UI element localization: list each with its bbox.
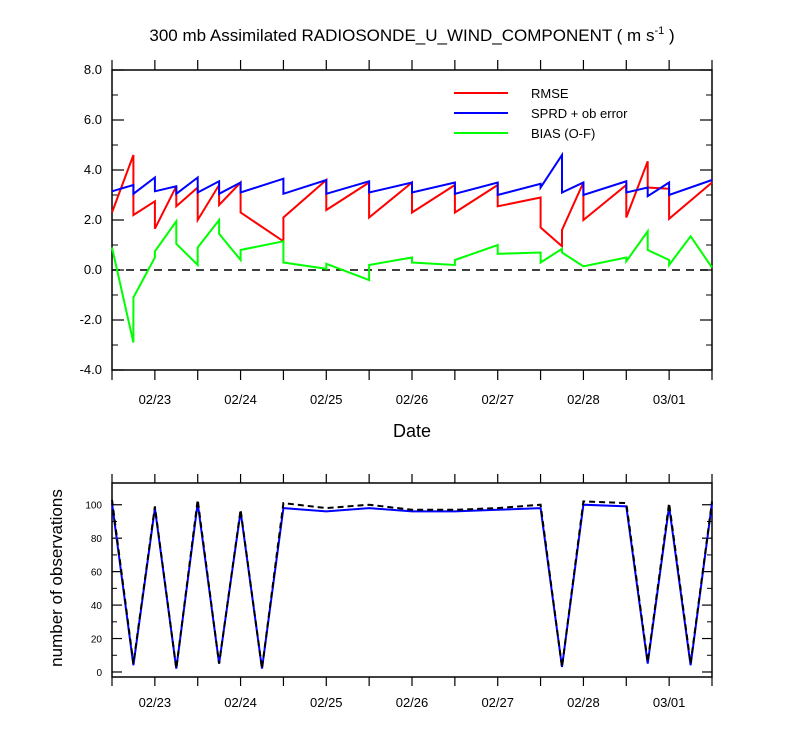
x-tick-label: 02/26: [396, 392, 429, 407]
bottom-series-lines: [111, 499, 713, 669]
x-tick-label: 02/25: [310, 695, 343, 710]
series-line-bias: [111, 217, 713, 343]
rmse-bias-chart: 300 mb Assimilated RADIOSONDE_U_WIND_COM…: [80, 25, 713, 441]
x-tick-label: 02/28: [567, 392, 600, 407]
x-tick-label: 03/01: [653, 695, 686, 710]
x-tick-label: 02/23: [139, 695, 172, 710]
y-tick-label: 6.0: [84, 112, 102, 127]
top-y-axis: 8.0 6.0 4.0 2.0 0.0 -2.0 -4.0: [80, 62, 712, 377]
top-series-lines: [111, 151, 713, 343]
y-tick-label: 60: [91, 568, 103, 579]
y-axis-label-observations: number of observations: [47, 489, 66, 667]
legend-label: SPRD + ob error: [531, 106, 628, 121]
x-tick-label: 02/25: [310, 392, 343, 407]
bottom-x-axis: 02/23 02/24 02/25 02/26 02/27 02/28 03/01: [111, 474, 713, 710]
x-tick-label: 02/28: [567, 695, 600, 710]
y-tick-label: 2.0: [84, 212, 102, 227]
series-line-sprd: [111, 151, 713, 199]
y-tick-label: -2.0: [80, 312, 102, 327]
x-tick-label: 02/23: [139, 392, 172, 407]
y-tick-label: 40: [91, 601, 103, 612]
series-line-obs_assim: [111, 502, 713, 669]
chart-title: 300 mb Assimilated RADIOSONDE_U_WIND_COM…: [149, 25, 674, 45]
legend-label: BIAS (O-F): [531, 126, 595, 141]
x-tick-label: 02/27: [481, 392, 514, 407]
y-tick-label: 100: [85, 501, 102, 512]
y-tick-label: 8.0: [84, 62, 102, 77]
series-line-rmse: [111, 154, 713, 249]
y-tick-label: 0.0: [84, 262, 102, 277]
x-tick-label: 02/24: [224, 695, 257, 710]
y-tick-label: 80: [91, 534, 103, 545]
legend-label: RMSE: [531, 86, 569, 101]
legend: RMSE SPRD + ob error BIAS (O-F): [454, 86, 628, 141]
y-tick-label: 4.0: [84, 162, 102, 177]
top-x-axis: 02/23 02/24 02/25 02/26 02/27 02/28 03/01: [111, 60, 713, 407]
x-tick-label: 02/26: [396, 695, 429, 710]
y-tick-label: 20: [91, 635, 103, 646]
series-line-obs_total: [111, 499, 713, 669]
y-tick-label: 0: [96, 668, 102, 679]
x-axis-label: Date: [393, 421, 431, 441]
x-tick-label: 02/27: [481, 695, 514, 710]
bottom-y-axis: 100 80 60 40 20 0: [85, 501, 712, 679]
y-tick-label: -4.0: [80, 362, 102, 377]
x-tick-label: 03/01: [653, 392, 686, 407]
x-tick-label: 02/24: [224, 392, 257, 407]
